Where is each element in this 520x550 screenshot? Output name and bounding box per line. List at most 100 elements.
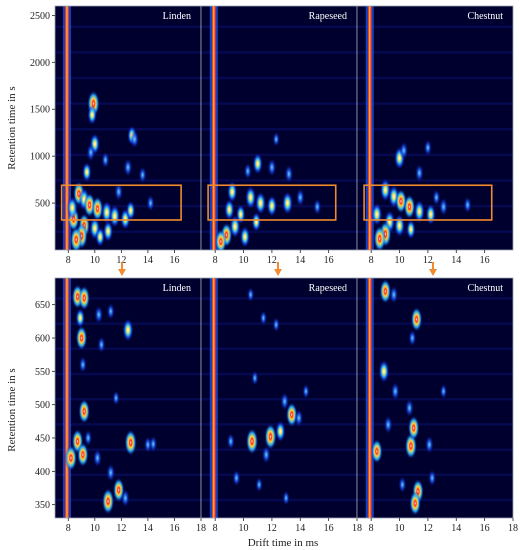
- data-blob: [389, 285, 399, 304]
- x-tick-label: 8: [66, 255, 71, 266]
- x-tick-label: 14: [143, 255, 153, 266]
- data-blob: [280, 392, 289, 411]
- x-tick-label: 16: [324, 255, 334, 266]
- data-blob: [66, 196, 78, 220]
- background-streak: [55, 179, 201, 182]
- background-streak: [357, 498, 513, 502]
- data-blob: [406, 219, 416, 240]
- panel-top-linden: Linden 8 10 12 14 16: [54, 5, 202, 266]
- data-blob: [408, 329, 417, 347]
- data-blob: [251, 212, 261, 232]
- data-blob: [106, 463, 115, 482]
- data-blob: [259, 310, 267, 326]
- x-tick-label: 16: [480, 523, 490, 534]
- highlight-box-linden: [60, 184, 182, 221]
- data-blob: [272, 131, 280, 147]
- data-blob: [122, 318, 134, 342]
- x-tick-label: 8: [213, 255, 218, 266]
- data-blob: [255, 191, 266, 215]
- background-streak: [357, 230, 513, 233]
- zoom-arrow: [429, 262, 437, 276]
- y-axis-title-top: Retention time in s: [6, 86, 18, 169]
- data-blob: [272, 317, 280, 333]
- background-streak: [201, 204, 357, 208]
- data-blob: [286, 402, 298, 427]
- background-streak: [201, 25, 357, 29]
- data-blob: [282, 191, 293, 215]
- data-blob: [379, 279, 392, 304]
- background-streak: [357, 128, 513, 131]
- panel-background-bottom-rapeseed: [201, 278, 357, 518]
- x-tick-label: 8: [66, 523, 71, 534]
- panel-border-bottom-chestnut: [356, 277, 514, 519]
- background-streak: [357, 372, 513, 376]
- data-blob: [394, 214, 405, 238]
- y-tick-label: 600: [35, 334, 50, 345]
- x-tick-label: 18: [352, 523, 362, 534]
- rip-band-center: [369, 278, 371, 518]
- data-blob: [75, 325, 88, 351]
- data-blob: [424, 139, 432, 156]
- data-blob: [408, 415, 420, 441]
- panel-top-rapeseed: Rapeseed 8 10 12 14 16: [200, 5, 358, 266]
- background-streak: [55, 347, 201, 351]
- data-blob: [432, 189, 441, 206]
- data-blob: [425, 203, 436, 225]
- background-streak: [55, 25, 201, 29]
- data-blob: [313, 198, 322, 216]
- background-streak: [357, 51, 513, 54]
- data-blob: [232, 469, 241, 487]
- background-streak: [357, 423, 513, 426]
- data-blob: [124, 429, 137, 456]
- panel-content-top-rapeseed: [201, 6, 357, 250]
- data-blob: [378, 359, 390, 383]
- data-blob: [64, 445, 77, 471]
- panel-label-bottom-rapeseed: Rapeseed: [309, 283, 347, 294]
- data-blob: [380, 178, 391, 202]
- data-blob: [121, 489, 130, 507]
- x-tick-label: 10: [239, 255, 249, 266]
- zoom-arrow-head: [118, 269, 126, 276]
- background-streak: [55, 128, 201, 131]
- panel-content-bottom-rapeseed: [201, 278, 357, 518]
- data-blob: [371, 202, 383, 226]
- data-blob: [226, 433, 235, 450]
- x-tick-label: 14: [451, 523, 461, 534]
- background-streak: [201, 230, 357, 233]
- data-blob: [243, 162, 252, 180]
- data-blob: [245, 186, 256, 209]
- x-tick-label: 18: [508, 523, 518, 534]
- panel-bottom-rapeseed: Rapeseed 8 10 12 14 16 18: [200, 277, 362, 534]
- data-blob: [409, 491, 421, 516]
- x-tick-label: 14: [295, 523, 305, 534]
- background-streak: [55, 372, 201, 376]
- rip-band-center: [369, 6, 371, 250]
- x-tick-label: 16: [169, 523, 179, 534]
- panel-label-bottom-chestnut: Chestnut: [467, 283, 503, 294]
- panel-content-bottom-linden: [55, 278, 201, 518]
- data-blob: [383, 415, 393, 434]
- x-tick-label: 16: [480, 255, 490, 266]
- data-blob: [94, 305, 104, 324]
- x-tick-label: 10: [90, 255, 100, 266]
- y-tick-label: 350: [35, 500, 50, 511]
- y-tick-label: 500: [35, 400, 50, 411]
- data-blob: [215, 229, 227, 250]
- background-streak: [55, 473, 201, 477]
- background-streak: [55, 398, 201, 401]
- x-tick-label: 12: [423, 523, 433, 534]
- data-blob: [70, 226, 83, 250]
- x-tick-label: 10: [395, 523, 405, 534]
- x-tick-label: 12: [267, 255, 277, 266]
- background-streak: [55, 423, 201, 426]
- panel-border-top-chestnut: [356, 5, 514, 251]
- x-tick-label: 8: [369, 255, 374, 266]
- panel-content-bottom-chestnut: [357, 278, 513, 518]
- data-blob: [267, 158, 277, 177]
- data-blob: [398, 476, 407, 493]
- background-streak: [55, 102, 201, 105]
- data-blob: [112, 390, 120, 406]
